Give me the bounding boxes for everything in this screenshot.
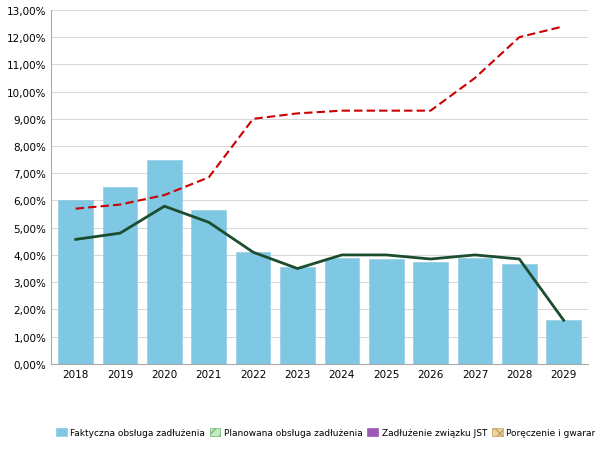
Bar	[236, 253, 271, 364]
Bar	[324, 258, 359, 364]
Bar	[458, 258, 492, 364]
Bar	[280, 268, 315, 364]
Bar	[58, 201, 93, 364]
Bar	[546, 320, 581, 364]
Bar	[192, 211, 226, 364]
Bar	[502, 265, 537, 364]
Bar	[103, 187, 137, 364]
Bar	[147, 160, 181, 364]
Bar	[369, 259, 403, 364]
Bar	[414, 262, 448, 364]
